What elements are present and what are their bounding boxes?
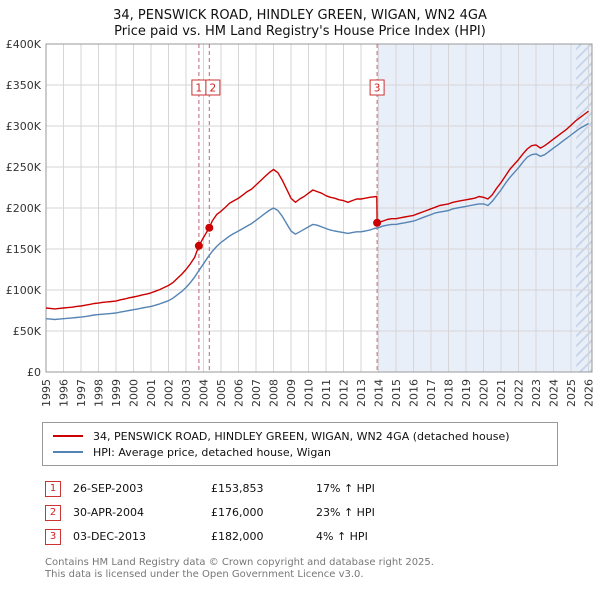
svg-text:2: 2	[210, 83, 217, 95]
sale-3-marker: 3	[45, 528, 61, 545]
sale-2-hpi-delta: 23% ↑ HPI	[316, 506, 375, 519]
legend-item-hpi: HPI: Average price, detached house, Wiga…	[53, 444, 547, 460]
svg-text:2024: 2024	[547, 379, 560, 407]
legend-label-price-paid: 34, PENSWICK ROAD, HINDLEY GREEN, WIGAN,…	[93, 429, 510, 443]
chart-legend: 34, PENSWICK ROAD, HINDLEY GREEN, WIGAN,…	[42, 422, 558, 466]
svg-text:£300K: £300K	[6, 120, 42, 133]
svg-text:2020: 2020	[477, 379, 490, 407]
svg-text:2013: 2013	[355, 379, 368, 407]
svg-text:2026: 2026	[582, 379, 595, 407]
svg-text:2000: 2000	[127, 379, 140, 407]
attribution-line-2: This data is licensed under the Open Gov…	[45, 569, 364, 580]
page-title: 34, PENSWICK ROAD, HINDLEY GREEN, WIGAN,…	[113, 8, 487, 23]
svg-text:1997: 1997	[75, 379, 88, 407]
svg-text:3: 3	[374, 83, 381, 95]
sale-3-price: £182,000	[211, 530, 264, 543]
price-paid-line-swatch	[53, 435, 83, 437]
sale-1-price: £153,853	[211, 482, 264, 495]
svg-text:£250K: £250K	[6, 161, 42, 174]
sale-row-3: 3 03-DEC-2013 £182,000 4% ↑ HPI	[45, 528, 600, 545]
legend-item-price-paid: 34, PENSWICK ROAD, HINDLEY GREEN, WIGAN,…	[53, 428, 547, 444]
svg-text:£0: £0	[27, 366, 41, 379]
svg-text:2017: 2017	[425, 379, 438, 407]
svg-text:2009: 2009	[285, 379, 298, 407]
hpi-line-swatch	[53, 451, 83, 453]
svg-text:1998: 1998	[92, 379, 105, 407]
svg-text:2011: 2011	[320, 379, 333, 407]
sale-2-marker: 2	[45, 504, 61, 521]
legend-label-hpi: HPI: Average price, detached house, Wiga…	[93, 445, 332, 459]
svg-text:2025: 2025	[565, 379, 578, 407]
svg-text:2006: 2006	[232, 379, 245, 407]
sale-1-date: 26-SEP-2003	[73, 482, 144, 495]
svg-text:2022: 2022	[512, 379, 525, 407]
svg-text:£100K: £100K	[6, 284, 42, 297]
sale-2-date: 30-APR-2004	[73, 506, 145, 519]
svg-text:£350K: £350K	[6, 79, 42, 92]
svg-text:2003: 2003	[180, 379, 193, 407]
svg-text:2001: 2001	[145, 379, 158, 407]
svg-text:2002: 2002	[162, 379, 175, 407]
svg-text:2021: 2021	[495, 379, 508, 407]
svg-text:2010: 2010	[302, 379, 315, 407]
svg-text:1: 1	[196, 83, 203, 95]
svg-text:2014: 2014	[372, 379, 385, 407]
svg-text:£150K: £150K	[6, 243, 42, 256]
price-history-chart: 1 2 3 £0 £50K £100K £150K £200K £250K £300K £350K £…	[6, 40, 596, 407]
sale-row-2: 2 30-APR-2004 £176,000 23% ↑ HPI	[45, 504, 600, 521]
svg-text:£50K: £50K	[13, 325, 42, 338]
svg-text:1995: 1995	[40, 379, 53, 407]
sale-1-hpi-delta: 17% ↑ HPI	[316, 482, 375, 495]
sale-1-marker: 1	[45, 480, 61, 497]
svg-text:£200K: £200K	[6, 202, 42, 215]
sale-row-1: 1 26-SEP-2003 £153,853 17% ↑ HPI	[45, 480, 600, 497]
attribution-footer: Contains HM Land Registry data © Crown c…	[45, 557, 600, 581]
svg-text:£400K: £400K	[6, 40, 42, 51]
sales-table: 1 26-SEP-2003 £153,853 17% ↑ HPI 2 30-AP…	[45, 480, 600, 545]
svg-text:1999: 1999	[110, 379, 123, 407]
attribution-line-1: Contains HM Land Registry data © Crown c…	[45, 557, 434, 568]
svg-text:2012: 2012	[337, 379, 350, 407]
sale-3-hpi-delta: 4% ↑ HPI	[316, 530, 368, 543]
svg-text:2007: 2007	[250, 379, 263, 407]
svg-text:2008: 2008	[267, 379, 280, 407]
svg-text:2005: 2005	[215, 379, 228, 407]
sale-3-date: 03-DEC-2013	[73, 530, 147, 543]
svg-text:2016: 2016	[407, 379, 420, 407]
svg-text:2023: 2023	[530, 379, 543, 407]
svg-text:2018: 2018	[442, 379, 455, 407]
svg-text:2015: 2015	[390, 379, 403, 407]
sale-2-price: £176,000	[211, 506, 264, 519]
svg-text:1996: 1996	[57, 379, 70, 407]
page-subtitle: Price paid vs. HM Land Registry's House …	[114, 24, 486, 39]
svg-text:2019: 2019	[460, 379, 473, 407]
svg-text:2004: 2004	[197, 379, 210, 407]
